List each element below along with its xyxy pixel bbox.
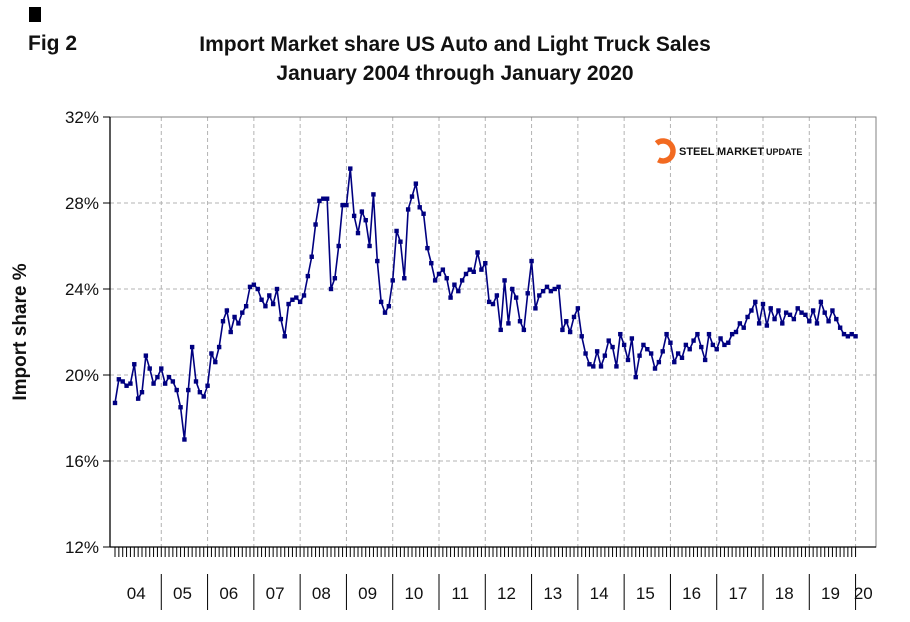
x-tick-label: 16 [682,584,701,603]
chart-title: Import Market share US Auto and Light Tr… [0,30,910,88]
x-tick-label: 18 [775,584,794,603]
x-tick-label: 10 [404,584,423,603]
x-tick-label: 13 [543,584,562,603]
x-tick-label: 04 [127,584,146,603]
x-tick-label: 07 [266,584,285,603]
chart-title-line1: Import Market share US Auto and Light Tr… [199,33,711,56]
smu-logo-market: MARKET [717,146,764,158]
data-series [112,166,858,442]
y-axis-title: Import share % [10,263,31,400]
x-tick-label: 14 [590,584,609,603]
chart-title-line2: January 2004 through January 2020 [276,62,634,85]
import-share-line-chart: 12% 16% 20% 24% 28% 32% Import share % 04 05 06 07… [10,108,877,610]
corner-mark [29,7,41,22]
y-tick-label: 32% [65,108,99,127]
x-tick-label: 11 [451,584,469,603]
x-tick-label: 17 [728,584,747,603]
smu-logo-steel: STEEL [679,146,715,158]
y-axis: 12% 16% 20% 24% 28% 32% Import share % [10,108,110,557]
chart-header: Fig 2 Import Market share US Auto and Li… [0,0,910,92]
x-tick-label: 20 [854,584,873,603]
x-tick-label: 12 [497,584,516,603]
y-tick-label: 24% [65,280,99,299]
y-tick-label: 12% [65,538,99,557]
y-tick-label: 20% [65,366,99,385]
axes [109,116,877,548]
y-tick-label: 28% [65,194,99,213]
x-tick-label: 09 [358,584,377,603]
x-axis: 04 05 06 07 08 09 10 11 12 13 14 15 16 17 18 19 20 [114,547,873,610]
x-tick-label: 15 [636,584,655,603]
smu-logo: STEEL MARKET UPDATE [650,138,802,164]
gridlines [110,117,876,547]
x-tick-label: 05 [173,584,192,603]
fig-label: Fig 2 [28,32,78,55]
smu-logo-update: UPDATE [766,147,802,157]
y-tick-label: 16% [65,452,99,471]
x-tick-label: 08 [312,584,331,603]
smu-logo-swoosh-icon [650,138,676,164]
x-tick-label: 06 [219,584,238,603]
x-tick-label: 19 [821,584,840,603]
